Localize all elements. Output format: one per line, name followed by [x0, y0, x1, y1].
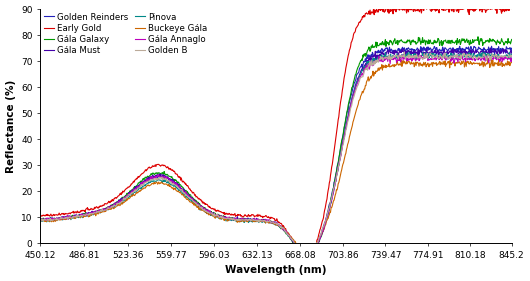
Y-axis label: Reflectance (%): Reflectance (%) [5, 80, 15, 173]
Legend: Golden Reinders, Early Gold, Gála Galaxy, Gála Must, Pinova, Buckeye Gála, Gála : Golden Reinders, Early Gold, Gála Galaxy… [42, 11, 209, 57]
X-axis label: Wavelength (nm): Wavelength (nm) [225, 266, 326, 275]
